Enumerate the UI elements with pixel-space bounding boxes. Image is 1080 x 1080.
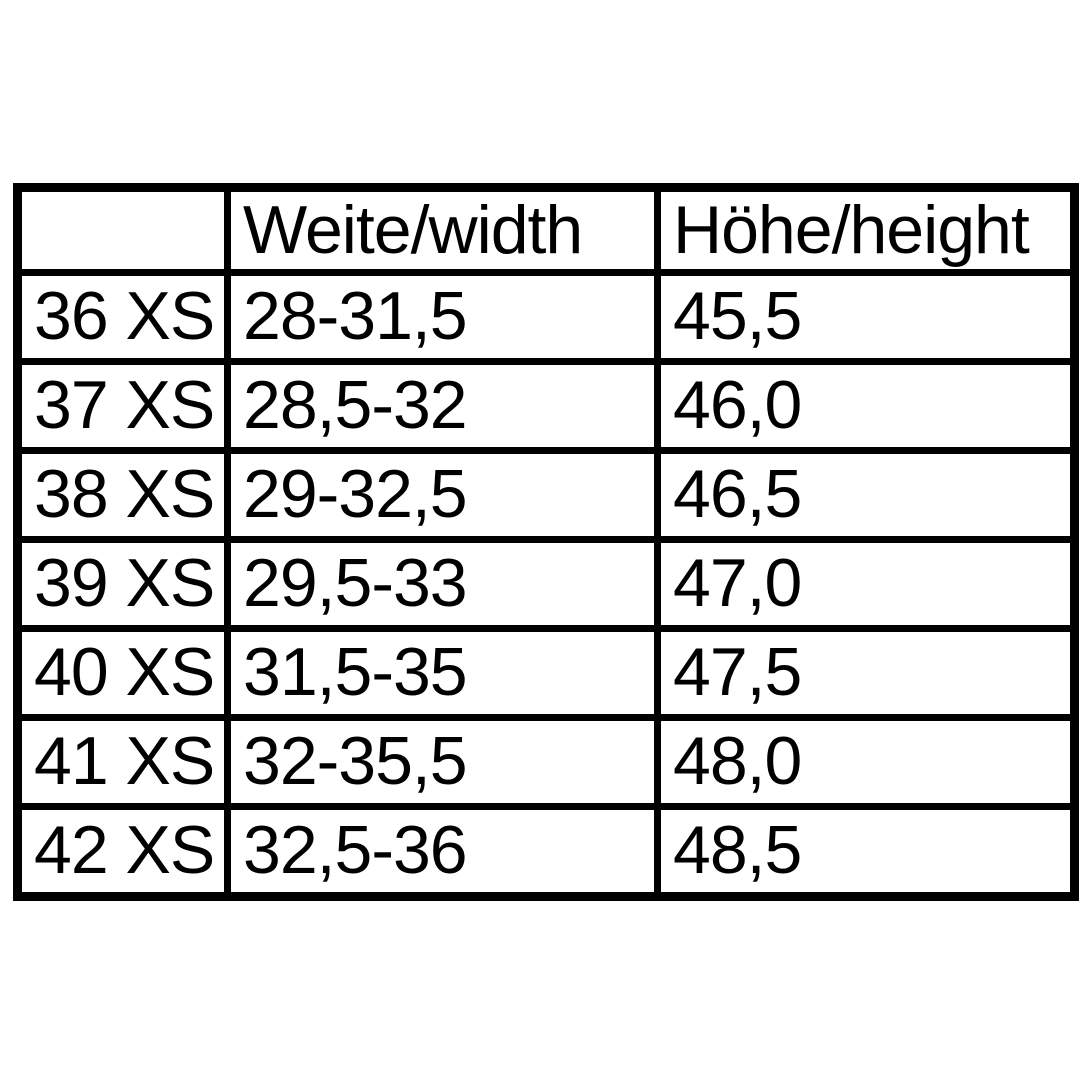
- table-row: 41 XS 32-35,5 48,0: [14, 714, 1078, 810]
- height-cell: 46,5: [654, 447, 1078, 543]
- width-cell: 29,5-33: [224, 536, 661, 632]
- width-cell: 32,5-36: [224, 803, 661, 900]
- size-cell: 39 XS: [14, 536, 231, 632]
- height-cell: 45,5: [654, 269, 1078, 365]
- size-cell: 37 XS: [14, 358, 231, 454]
- header-cell-height: Höhe/height: [654, 184, 1078, 276]
- table-row: 38 XS 29-32,5 46,5: [14, 447, 1078, 543]
- header-row: Weite/width Höhe/height: [14, 184, 1078, 276]
- size-cell: 36 XS: [14, 269, 231, 365]
- size-table: Weite/width Höhe/height 36 XS 28-31,5 45…: [13, 183, 1079, 901]
- table-row: 40 XS 31,5-35 47,5: [14, 625, 1078, 721]
- header-cell-size: [14, 184, 231, 276]
- width-cell: 28,5-32: [224, 358, 661, 454]
- table-row: 42 XS 32,5-36 48,5: [14, 803, 1078, 900]
- table-row: 39 XS 29,5-33 47,0: [14, 536, 1078, 632]
- width-cell: 28-31,5: [224, 269, 661, 365]
- height-cell: 47,0: [654, 536, 1078, 632]
- table-row: 37 XS 28,5-32 46,0: [14, 358, 1078, 454]
- height-cell: 46,0: [654, 358, 1078, 454]
- width-cell: 29-32,5: [224, 447, 661, 543]
- size-cell: 41 XS: [14, 714, 231, 810]
- header-cell-width: Weite/width: [224, 184, 661, 276]
- width-cell: 31,5-35: [224, 625, 661, 721]
- height-cell: 48,0: [654, 714, 1078, 810]
- height-cell: 47,5: [654, 625, 1078, 721]
- size-cell: 40 XS: [14, 625, 231, 721]
- size-cell: 38 XS: [14, 447, 231, 543]
- size-cell: 42 XS: [14, 803, 231, 900]
- width-cell: 32-35,5: [224, 714, 661, 810]
- height-cell: 48,5: [654, 803, 1078, 900]
- table-row: 36 XS 28-31,5 45,5: [14, 269, 1078, 365]
